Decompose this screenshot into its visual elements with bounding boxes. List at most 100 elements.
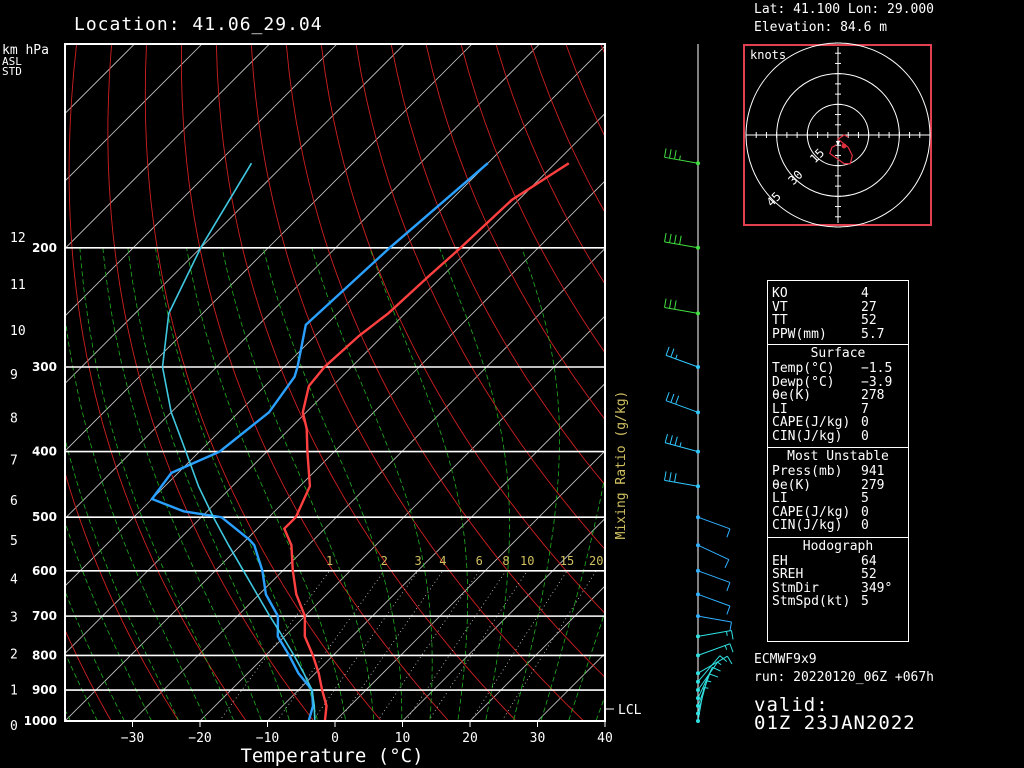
temperature-profile	[282, 162, 570, 721]
dry-adiabat-line	[144, 44, 382, 721]
model-name: ECMWF9x9	[754, 652, 817, 667]
wind-barb-flag	[726, 582, 731, 592]
index-row: LI 7	[768, 401, 908, 417]
temp-tick-label: 20	[462, 731, 478, 746]
index-key: PPW(mm)	[772, 326, 827, 342]
index-row: LI 5	[768, 492, 908, 506]
hodograph-units-label: knots	[750, 48, 786, 62]
index-row: CAPE(J/kg) 0	[768, 416, 908, 430]
wind-barb-flag	[674, 436, 678, 446]
isotherm-line	[65, 44, 136, 115]
most-unstable-title: Most Unstable	[787, 449, 889, 464]
moist-adiabat-line	[369, 247, 469, 721]
index-key: LI	[772, 401, 788, 417]
index-value: 0	[861, 428, 869, 444]
km-tick-label: 2	[10, 648, 18, 663]
wind-barb-flag	[670, 348, 675, 358]
index-key: CAPE(J/kg)	[772, 504, 851, 520]
index-row: EH 64	[768, 553, 908, 569]
wind-barb-flag	[670, 393, 675, 403]
wind-barb-shaft	[697, 615, 732, 623]
temp-tick-label: 0	[331, 731, 339, 746]
background-lines	[65, 44, 605, 721]
wind-barb	[697, 544, 730, 568]
moist-adiabat-line	[512, 247, 560, 721]
isotherm-line	[65, 44, 473, 452]
dry-adiabat-line	[320, 44, 605, 615]
index-row: SREH 52	[768, 568, 908, 582]
tick-labels: 1 2 3 4 6 8 10 15 201000900800700600500400300200…	[10, 231, 613, 746]
wind-barb-flag	[724, 559, 730, 568]
isotherm-line	[65, 45, 605, 587]
pressure-tick-label: 300	[32, 360, 57, 374]
mixing-ratio-axis-label: Mixing Ratio (g/kg)	[614, 391, 629, 540]
mixing-ratio-label: 2	[381, 554, 388, 568]
pressure-tick-label: 700	[32, 609, 57, 623]
valid-label: valid:	[754, 694, 829, 716]
wind-barb-shaft	[697, 655, 728, 674]
wind-barb	[697, 655, 733, 674]
km-tick-label: 11	[10, 278, 26, 293]
index-value: 52	[861, 313, 877, 328]
moist-adiabat-line	[311, 247, 433, 721]
index-value: −1.5	[861, 361, 893, 376]
wind-barb-shaft	[697, 673, 711, 707]
dewpoint-profile	[150, 162, 489, 721]
wind-barb	[664, 232, 699, 249]
pressure-tick-label: 400	[32, 445, 57, 459]
index-value: 64	[861, 553, 877, 569]
mixing-ratio-label: 10	[520, 554, 534, 568]
mixing-ratio-label: 1	[326, 554, 333, 568]
wind-barb-shaft	[664, 479, 699, 487]
wind-barb-flag	[729, 643, 734, 653]
location-title: Location: 41.06_29.04	[74, 14, 323, 35]
wind-barb-shaft	[697, 544, 730, 561]
temp-tick-label: 40	[597, 731, 613, 746]
hodograph-trace	[829, 134, 853, 165]
temp-tick-label: −10	[256, 731, 279, 746]
wind-barb-shaft	[697, 655, 721, 683]
lat-lon-text: Lat: 41.100 Lon: 29.000	[754, 2, 935, 17]
moist-adiabat-line	[186, 247, 347, 721]
index-row: TT 52	[768, 314, 908, 328]
km-tick-label: 7	[10, 453, 18, 468]
wind-barb	[697, 666, 721, 699]
isotherm-line	[65, 180, 605, 721]
index-key: TT	[772, 313, 788, 328]
wind-barb-shaft	[665, 442, 699, 453]
wind-barb-flag	[669, 149, 672, 159]
isotherm-line	[65, 112, 605, 655]
wind-barb-flag	[674, 234, 677, 244]
wind-barb-flag	[726, 605, 731, 615]
km-tick-label: 5	[10, 534, 18, 549]
moist-adiabat-line	[79, 247, 235, 721]
wind-barb-shaft	[697, 593, 731, 607]
wind-barb-flag	[664, 433, 668, 443]
index-value: 5	[861, 594, 869, 609]
wind-barb-shaft	[664, 156, 699, 164]
index-value: 4	[861, 286, 869, 301]
mixing-ratio-line	[338, 570, 444, 721]
mixing-ratio-label: 20	[589, 554, 603, 568]
moist-adiabat-line	[568, 610, 605, 721]
dry-adiabat-line	[215, 44, 517, 721]
index-value: 0	[861, 415, 869, 430]
isotherm-line	[65, 44, 203, 182]
km-tick-label: 10	[10, 324, 26, 339]
indices-panel: KO 4 VT 27 TT 52 PPW(mm) 5.7 Surface Temp(°C) −1…	[767, 280, 909, 642]
wind-barb	[697, 516, 731, 538]
dry-adiabat-line	[390, 44, 605, 486]
mixing-ratio-line	[377, 570, 480, 721]
isotherm-line	[65, 44, 541, 520]
isotherm-line	[469, 585, 605, 721]
index-key: Temp(°C)	[772, 361, 835, 376]
wind-barb-half	[679, 442, 682, 447]
wind-barb-shaft	[697, 570, 731, 583]
wind-barb	[697, 661, 722, 691]
wind-barb	[664, 471, 699, 487]
wind-barb-shaft	[664, 241, 699, 249]
std-label: STD	[2, 65, 22, 78]
mixing-ratio-line	[405, 570, 507, 721]
dry-adiabat-line	[460, 44, 605, 354]
index-key: θe(K)	[772, 388, 812, 403]
